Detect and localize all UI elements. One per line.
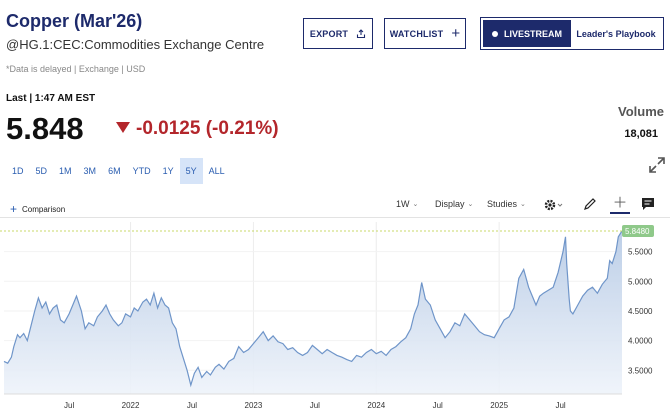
leaders-playbook-link[interactable]: Leader's Playbook <box>576 28 656 39</box>
live-dot-icon <box>491 30 498 37</box>
watchlist-button[interactable]: WATCHLIST + <box>384 18 466 49</box>
range-1y-button[interactable]: 1Y <box>162 166 174 176</box>
watchlist-label: WATCHLIST <box>389 28 444 39</box>
price-line <box>3 230 623 388</box>
y-tick-label: 3.5000 <box>628 366 653 375</box>
y-tick-label: 4.0000 <box>628 337 653 346</box>
x-tick-label: Jul <box>310 401 320 410</box>
chevron-down-icon: ⌄ <box>520 201 526 208</box>
range-5y-button[interactable]: 5Y <box>179 158 203 184</box>
range-6m-button[interactable]: 6M <box>108 166 121 176</box>
export-button[interactable]: EXPORT <box>303 18 373 49</box>
plus-icon: + <box>451 25 461 42</box>
export-label: EXPORT <box>309 28 349 39</box>
x-tick-label: 2022 <box>122 401 140 410</box>
last-value-badge <box>622 225 654 238</box>
expand-icon[interactable] <box>648 156 666 174</box>
crosshair-icon[interactable] <box>610 194 630 214</box>
studies-dropdown[interactable]: Studies ⌄ <box>487 199 526 209</box>
range-ytd-button[interactable]: YTD <box>132 166 151 176</box>
gear-icon[interactable] <box>543 196 565 214</box>
range-3m-button[interactable]: 3M <box>83 166 97 176</box>
chevron-down-icon: ⌄ <box>412 201 419 208</box>
page-title: Copper (Mar'26) <box>6 11 143 31</box>
display-dropdown[interactable]: Display ⌄ <box>435 199 473 209</box>
x-tick-label: 2024 <box>367 401 385 410</box>
down-arrow-icon <box>116 122 130 133</box>
interval-dropdown[interactable]: 1W ⌄ <box>396 199 418 209</box>
x-tick-label: 2023 <box>245 401 263 410</box>
range-1m-button[interactable]: 1M <box>59 166 72 176</box>
livestream-label: LIVESTREAM <box>503 28 562 39</box>
y-tick-label: 4.5000 <box>628 307 653 316</box>
x-tick-label: Jul <box>433 401 443 410</box>
interval-label: 1W <box>396 199 410 209</box>
x-tick-label: Jul <box>555 401 565 410</box>
toolbar-divider <box>0 217 670 218</box>
last-price: 5.848 <box>6 111 84 146</box>
volume-label: Volume <box>618 104 664 119</box>
y-tick-label: 5.0000 <box>628 277 653 286</box>
range-selector: 1D 5D 1M 3M 6M YTD 1Y 5Y ALL <box>6 158 231 184</box>
price-chart[interactable]: 3.5000 4.0000 4.5000 5.0000 5.5000 5.8480 Jul 2… <box>0 218 670 416</box>
price-area <box>4 231 622 394</box>
chevron-down-icon: ⌄ <box>467 201 474 208</box>
studies-label: Studies <box>487 199 518 209</box>
symbol-subtitle: @HG.1:CEC:Commodities Exchange Centre <box>6 37 265 52</box>
livestream-button[interactable]: LIVESTREAM <box>483 20 571 47</box>
plus-icon: + <box>10 202 18 216</box>
x-tick-label: Jul <box>187 401 197 410</box>
range-all-button[interactable]: ALL <box>208 166 225 176</box>
share-icon <box>357 28 366 38</box>
price-change: -0.0125 (-0.21%) <box>136 118 279 139</box>
last-time: Last | 1:47 AM EST <box>6 93 96 104</box>
comparison-button[interactable]: + Comparison <box>10 202 65 216</box>
range-5d-button[interactable]: 5D <box>35 166 48 176</box>
comparison-label: Comparison <box>22 204 66 214</box>
x-tick-label: 2025 <box>490 401 508 410</box>
pencil-icon[interactable] <box>582 196 598 212</box>
comment-icon[interactable] <box>640 196 656 212</box>
display-label: Display <box>435 199 465 209</box>
delayed-note: *Data is delayed | Exchange | USD <box>6 64 146 74</box>
range-1d-button[interactable]: 1D <box>12 166 24 176</box>
y-tick-label: 5.5000 <box>628 248 653 257</box>
livestream-group: LIVESTREAM Leader's Playbook <box>480 17 664 50</box>
x-tick-label: Jul <box>64 401 74 410</box>
volume-value: 18,081 <box>624 128 658 140</box>
last-value-label: 5.8480 <box>625 227 650 236</box>
